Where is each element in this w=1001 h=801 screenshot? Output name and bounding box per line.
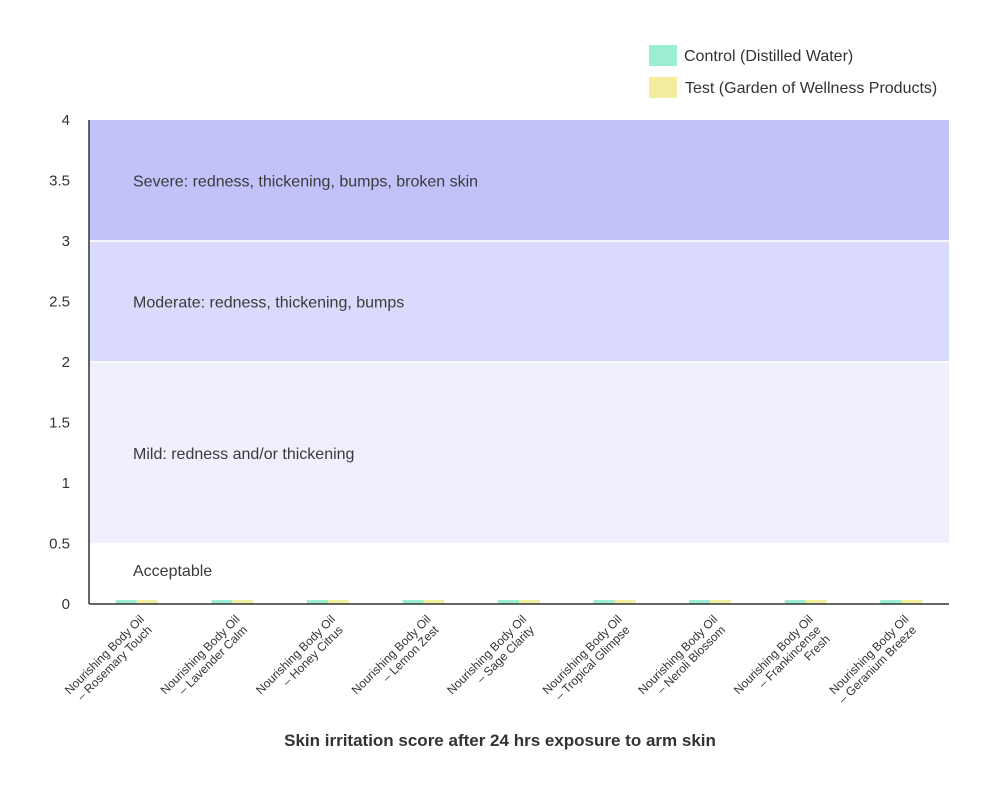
band-3 (89, 120, 949, 241)
y-tick-label: 4 (62, 112, 70, 129)
bar-control (402, 600, 424, 604)
x-tick-label-line: Nourishing Body Oil (540, 612, 625, 697)
x-tick-label-line: Nourishing Body Oil (158, 612, 243, 697)
x-tick-label: Nourishing Body Oil– FrankincenseFresh (731, 612, 834, 715)
x-tick-label: Nourishing Body Oil– Lemon Zest (349, 612, 443, 706)
bar-test (136, 600, 158, 604)
bar-test (327, 600, 349, 604)
band-2 (89, 241, 949, 362)
x-tick-label-text: Nourishing Body Oil– Geranium Breeze (826, 612, 920, 706)
x-tick-label: Nourishing Body Oil– Tropical Glimpse (540, 612, 634, 706)
y-tick-label: 2 (62, 354, 70, 371)
y-tick-label: 3 (62, 233, 70, 250)
x-tick-label: Nourishing Body Oil– Neroli Blossom (635, 612, 729, 706)
x-tick-label-line: Nourishing Body Oil (349, 612, 434, 697)
bar-test (519, 600, 540, 604)
y-tick-label: 3.5 (49, 173, 70, 190)
band-label: Mild: redness and/or thickening (133, 446, 354, 463)
bar-control (593, 600, 615, 604)
bar-test (901, 600, 923, 604)
x-tick-label-line: Nourishing Body Oil (62, 612, 147, 697)
axes (88, 120, 949, 605)
x-tick-label: Nourishing Body Oil– Honey Citrus (253, 612, 347, 706)
band-label: Moderate: redness, thickening, bumps (133, 295, 404, 312)
x-tick-label-text: Nourishing Body Oil– Lavender Calm (158, 612, 252, 706)
x-tick-label-line: Nourishing Body Oil (444, 612, 529, 697)
band-1 (89, 362, 949, 544)
y-tick-label: 0 (62, 596, 70, 613)
legend-label-test: Test (Garden of Wellness Products) (685, 80, 937, 97)
band-0 (89, 543, 949, 604)
x-tick-label-text: Nourishing Body Oil– FrankincenseFresh (731, 612, 834, 715)
x-tick-labels: Nourishing Body Oil– Rosemary Touch Nouri… (62, 612, 920, 715)
x-tick-label-text: Nourishing Body Oil– Honey Citrus (253, 612, 347, 706)
chart-title: Skin irritation score after 24 hrs expos… (284, 731, 716, 750)
x-tick-label: Nourishing Body Oil– Rosemary Touch (62, 612, 156, 706)
bar-control (784, 600, 806, 604)
x-tick-label-text: Nourishing Body Oil– Tropical Glimpse (540, 612, 634, 706)
bar-control (115, 600, 137, 604)
band-dividers (89, 240, 949, 545)
legend: Control (Distilled Water) Test (Garden of… (649, 45, 937, 98)
x-tick-label-text: Nourishing Body Oil– Lemon Zest (349, 612, 443, 706)
x-tick-label-text: Nourishing Body Oil– Sage Clarity (444, 612, 538, 706)
bar-control (880, 600, 902, 604)
legend-label-control: Control (Distilled Water) (684, 48, 853, 65)
band-label: Severe: redness, thickening, bumps, brok… (133, 174, 478, 191)
legend-swatch-control (649, 45, 677, 66)
legend-swatch-test (649, 77, 677, 98)
band-label: Acceptable (133, 563, 212, 580)
y-tick-label: 2.5 (49, 294, 70, 311)
x-tick-label-line: Nourishing Body Oil (826, 612, 911, 697)
x-tick-label: Nourishing Body Oil– Geranium Breeze (826, 612, 920, 706)
bar-control (306, 600, 328, 604)
x-tick-label-text: Nourishing Body Oil– Neroli Blossom (635, 612, 729, 706)
bar-test (710, 600, 732, 604)
bar-control (689, 600, 711, 604)
x-tick-label: Nourishing Body Oil– Lavender Calm (158, 612, 252, 706)
bar-control (211, 600, 233, 604)
x-tick-label-text: Nourishing Body Oil– Rosemary Touch (62, 612, 156, 706)
bars (115, 600, 923, 604)
bar-control (498, 600, 519, 604)
x-tick-label-line: Nourishing Body Oil (253, 612, 338, 697)
y-tick-label: 1 (62, 475, 70, 492)
band-labels: Acceptable Mild: redness and/or thickenin… (133, 174, 478, 580)
severity-bands (89, 120, 949, 604)
bar-test (232, 600, 254, 604)
y-tick-label: 0.5 (49, 536, 70, 553)
x-tick-label-line: Nourishing Body Oil (635, 612, 720, 697)
x-tick-label: Nourishing Body Oil– Sage Clarity (444, 612, 538, 706)
y-tick-label: 1.5 (49, 415, 70, 432)
bar-test (423, 600, 445, 604)
bar-test (614, 600, 636, 604)
y-tick-labels: 0 0.5 1 1.5 2 2.5 3 3.5 4 (49, 112, 70, 613)
bar-test (805, 600, 827, 604)
